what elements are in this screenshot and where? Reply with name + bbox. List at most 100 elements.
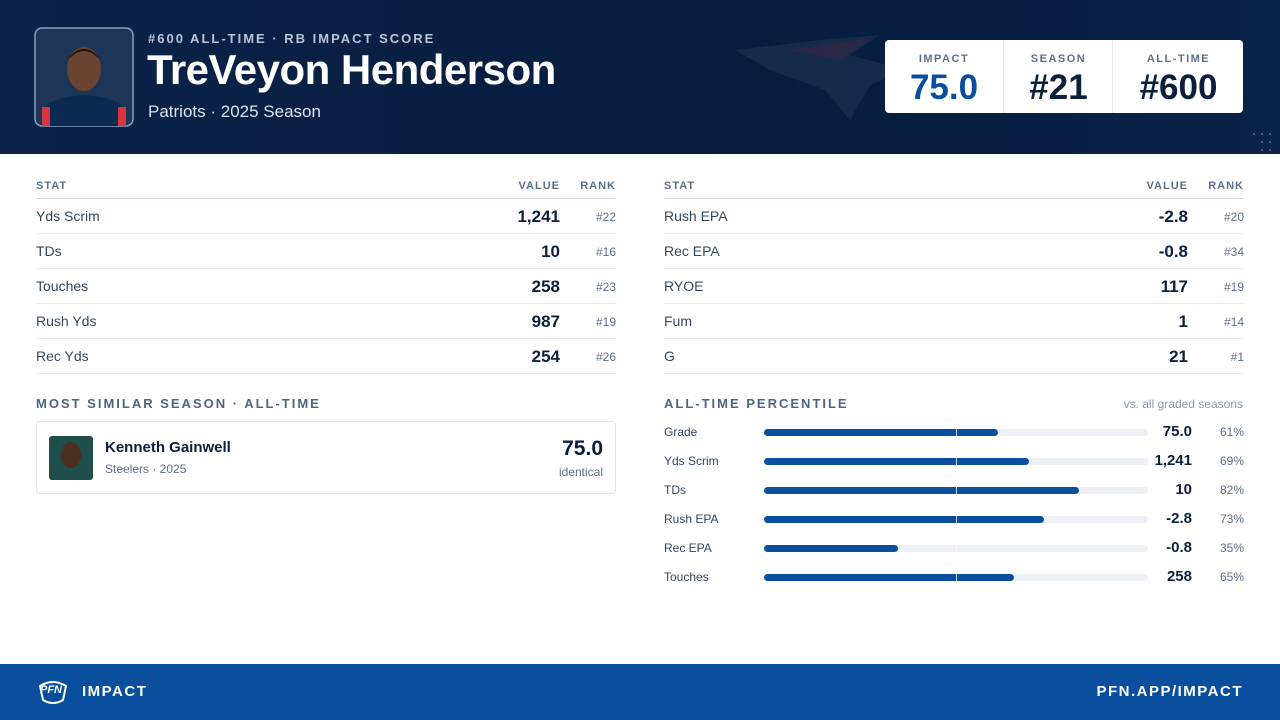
percentile-value: -2.8 — [1166, 510, 1192, 527]
score-cell: IMPACT 75.0 — [885, 40, 1003, 113]
median-line — [956, 458, 957, 465]
percentile-stat: Rec EPA — [664, 541, 712, 555]
percentile-value: 75.0 — [1162, 423, 1192, 440]
stat-rank: #19 — [595, 315, 616, 329]
row-rule — [36, 303, 616, 304]
column-header: RANK — [580, 180, 616, 192]
stat-value: 987 — [531, 312, 560, 331]
percentile-stat: Rush EPA — [664, 512, 719, 526]
stat-rank: #26 — [595, 350, 616, 364]
stat-rank: #1 — [1230, 350, 1244, 364]
stat-rank: #23 — [595, 280, 616, 294]
stat-value: 1,241 — [517, 207, 560, 226]
section-title: ALL-TIME PERCENTILE — [664, 396, 849, 411]
stat-value: 258 — [531, 277, 560, 296]
percentile-label: 82% — [1219, 483, 1244, 497]
header: #600 ALL-TIME · RB IMPACT SCORE TreVeyon … — [0, 0, 1280, 154]
stat-rank: #19 — [1223, 280, 1244, 294]
subtitle: Patriots · 2025 Season — [148, 102, 321, 121]
row-rule — [664, 373, 1244, 374]
stat-value: 117 — [1160, 277, 1188, 296]
row-rule — [664, 338, 1244, 339]
score-box: IMPACT 75.0 SEASON #21 ALL-TIME #600 — [885, 40, 1243, 113]
score-value: 75.0 — [909, 68, 979, 107]
section-note: vs. all graded seasons — [1123, 397, 1243, 411]
similar-card: Kenneth Gainwell Steelers · 2025 75.0 ident… — [36, 421, 616, 494]
row-rule — [36, 338, 616, 339]
stat-value: 1 — [1178, 312, 1188, 331]
row-rule — [36, 373, 616, 374]
percentile-value: 1,241 — [1154, 452, 1192, 469]
stat-name: Rec Yds — [36, 348, 89, 364]
header-rule — [36, 198, 616, 199]
stat-value: 21 — [1169, 347, 1188, 366]
score-cell: SEASON #21 — [1003, 40, 1113, 113]
row-rule — [664, 233, 1244, 234]
bar-fill — [764, 487, 1079, 494]
similar-note: identical — [558, 465, 603, 479]
median-line — [956, 516, 957, 523]
percentile-stat: Grade — [664, 425, 698, 439]
stat-name: Touches — [36, 278, 89, 294]
median-line — [956, 487, 957, 494]
percentile-stat: TDs — [664, 483, 686, 497]
column-header: VALUE — [518, 180, 560, 192]
stat-name: Fum — [664, 313, 692, 329]
median-line — [956, 574, 957, 581]
bar-fill — [764, 429, 999, 436]
section-title: MOST SIMILAR SEASON · ALL-TIME — [36, 396, 321, 411]
bar-fill — [764, 545, 899, 552]
median-line — [956, 545, 957, 552]
footer-logo-mark — [38, 681, 68, 704]
stat-name: Yds Scrim — [36, 208, 100, 224]
percentile-value: -0.8 — [1166, 539, 1192, 556]
score-label: IMPACT — [918, 53, 970, 65]
stat-value: -2.8 — [1158, 207, 1188, 226]
column-header: RANK — [1208, 180, 1244, 192]
similar-photo — [49, 436, 93, 480]
bar-fill — [764, 574, 1014, 581]
dots — [1252, 132, 1272, 152]
similar-name: Kenneth Gainwell — [105, 439, 231, 456]
percentile-label: 73% — [1219, 512, 1244, 526]
score-label: ALL-TIME — [1146, 53, 1211, 65]
stat-name: G — [664, 348, 675, 364]
header-rule — [664, 198, 1244, 199]
bar-fill — [764, 516, 1045, 523]
row-rule — [664, 303, 1244, 304]
stat-name: RYOE — [664, 278, 704, 294]
percentile-label: 69% — [1219, 454, 1244, 468]
stat-value: -0.8 — [1158, 242, 1188, 261]
column-header: STAT — [36, 180, 68, 192]
stat-value: 254 — [531, 347, 560, 366]
stat-name: Rec EPA — [664, 243, 720, 259]
percentile-label: 35% — [1219, 541, 1244, 555]
footer-logo: PFN — [40, 684, 62, 696]
stat-rank: #34 — [1223, 245, 1244, 259]
stat-name: Rush EPA — [664, 208, 728, 224]
score-cell: ALL-TIME #600 — [1112, 40, 1244, 113]
player-name: TreVeyon Henderson — [147, 46, 556, 93]
percentile-label: 65% — [1219, 570, 1244, 584]
stat-rank: #20 — [1223, 210, 1244, 224]
percentile-stat: Touches — [664, 570, 709, 584]
eyebrow: #600 ALL-TIME · RB IMPACT SCORE — [148, 31, 436, 46]
row-rule — [36, 268, 616, 269]
column-header: STAT — [664, 180, 696, 192]
row-rule — [664, 268, 1244, 269]
column-header: VALUE — [1146, 180, 1188, 192]
stat-value: 10 — [541, 242, 560, 261]
player-photo — [34, 27, 134, 127]
percentile-value: 258 — [1166, 568, 1192, 585]
stat-name: TDs — [36, 243, 62, 259]
similar-face — [61, 442, 81, 468]
percentile-label: 61% — [1219, 425, 1244, 439]
row-rule — [36, 233, 616, 234]
stat-rank: #22 — [595, 210, 616, 224]
bar-fill — [764, 458, 1029, 465]
stat-name: Rush Yds — [36, 313, 97, 329]
percentile-stat: Yds Scrim — [664, 454, 719, 468]
stat-rank: #16 — [595, 245, 616, 259]
score-value: #600 — [1139, 68, 1218, 107]
